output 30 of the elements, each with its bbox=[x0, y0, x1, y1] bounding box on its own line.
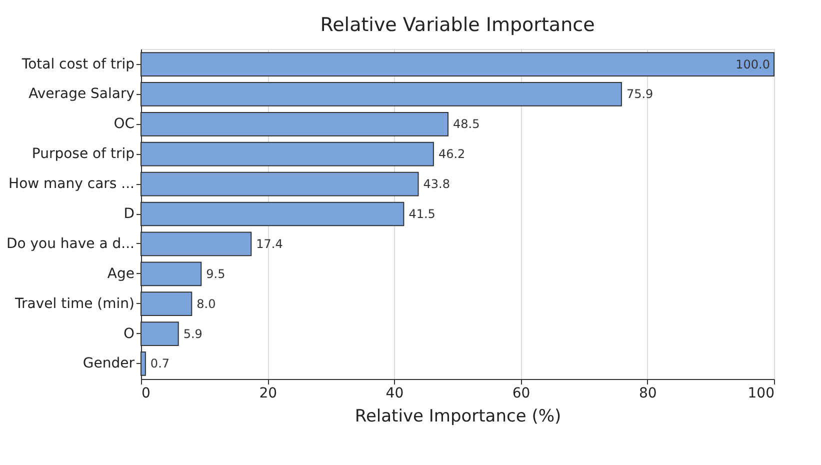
data-label: 0.7 bbox=[150, 356, 170, 371]
data-label: 5.9 bbox=[183, 326, 202, 341]
data-label: 9.5 bbox=[206, 266, 226, 281]
x-tick-label: 60 bbox=[512, 386, 530, 402]
data-label: 100.0 bbox=[736, 57, 770, 72]
y-tick-label: How many cars ... bbox=[8, 176, 134, 192]
x-tick-label: 80 bbox=[638, 386, 657, 402]
y-tick-label: OC bbox=[114, 116, 135, 132]
x-axis-title: Relative Importance (%) bbox=[354, 406, 562, 426]
y-tick-label: Total cost of trip bbox=[20, 56, 135, 72]
data-label: 17.4 bbox=[256, 236, 283, 251]
y-tick-label: Gender bbox=[82, 356, 135, 372]
chart-title: Relative Variable Importance bbox=[320, 14, 595, 36]
data-label: 41.5 bbox=[408, 207, 436, 221]
y-tick-label: Do you have a d... bbox=[6, 236, 134, 252]
y-tick-label: Age bbox=[107, 266, 134, 282]
data-label: 75.9 bbox=[626, 87, 654, 102]
data-label: 8.0 bbox=[196, 296, 216, 311]
x-tick-label: 0 bbox=[142, 386, 150, 402]
y-tick-label: D bbox=[124, 206, 134, 222]
data-label: 43.8 bbox=[423, 177, 450, 192]
x-tick-label: 100 bbox=[748, 386, 774, 402]
y-tick-label: O bbox=[123, 326, 134, 342]
y-tick-label: Purpose of trip bbox=[32, 146, 135, 162]
x-tick-label: 20 bbox=[259, 386, 278, 402]
y-tick-label: Travel time (min) bbox=[14, 296, 134, 312]
data-label: 48.5 bbox=[453, 117, 480, 132]
y-tick-label: Average Salary bbox=[28, 86, 134, 102]
data-label: 46.2 bbox=[438, 147, 466, 162]
x-tick-label: 40 bbox=[386, 386, 404, 402]
